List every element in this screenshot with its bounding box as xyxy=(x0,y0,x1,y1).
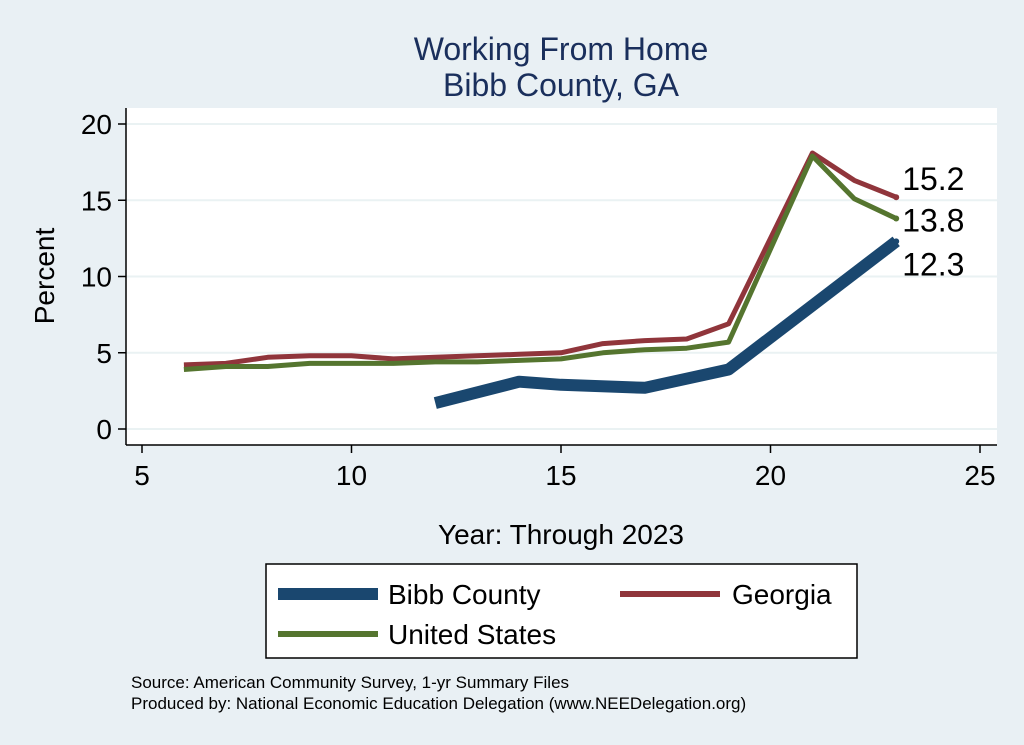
y-axis-label: Percent xyxy=(29,228,60,325)
end-labels: 12.3 15.2 13.8 xyxy=(902,161,964,282)
source-note: Source: American Community Survey, 1-yr … xyxy=(131,673,569,692)
series-end-point-united-states xyxy=(893,215,900,222)
x-tick-label-5: 5 xyxy=(134,460,150,491)
x-tick-label-25: 25 xyxy=(964,460,995,491)
x-axis-label: Year: Through 2023 xyxy=(438,519,684,550)
end-label-united-states: 13.8 xyxy=(902,203,964,239)
x-axis-ticks: 5 10 15 20 25 xyxy=(134,445,996,491)
producer-note: Produced by: National Economic Education… xyxy=(131,694,746,713)
chart-subtitle: Bibb County, GA xyxy=(443,67,680,103)
end-label-bibb-county: 12.3 xyxy=(902,246,964,282)
x-tick-label-10: 10 xyxy=(336,460,367,491)
y-tick-label-0: 0 xyxy=(96,414,112,445)
series-end-point-georgia xyxy=(893,194,900,201)
x-tick-label-20: 20 xyxy=(755,460,786,491)
series-lines xyxy=(183,150,900,409)
legend-box xyxy=(265,563,858,659)
y-tick-label-10: 10 xyxy=(81,262,112,293)
y-axis-ticks: 0 5 10 15 20 xyxy=(81,109,126,445)
legend-label-united-states: United States xyxy=(388,619,556,650)
chart-title: Working From Home xyxy=(414,31,709,67)
x-tick-label-15: 15 xyxy=(545,460,576,491)
legend-label-georgia: Georgia xyxy=(732,579,832,610)
y-tick-label-5: 5 xyxy=(96,338,112,369)
y-tick-label-15: 15 xyxy=(81,185,112,216)
series-line-georgia xyxy=(183,150,898,368)
series-line-bibb-county xyxy=(433,236,900,409)
y-tick-label-20: 20 xyxy=(81,109,112,140)
legend: Bibb County Georgia United States xyxy=(265,563,858,659)
legend-label-bibb-county: Bibb County xyxy=(388,579,541,610)
end-label-georgia: 15.2 xyxy=(902,161,964,197)
series-line-united-states xyxy=(183,153,898,372)
series-end-point-bibb-county xyxy=(893,238,900,245)
